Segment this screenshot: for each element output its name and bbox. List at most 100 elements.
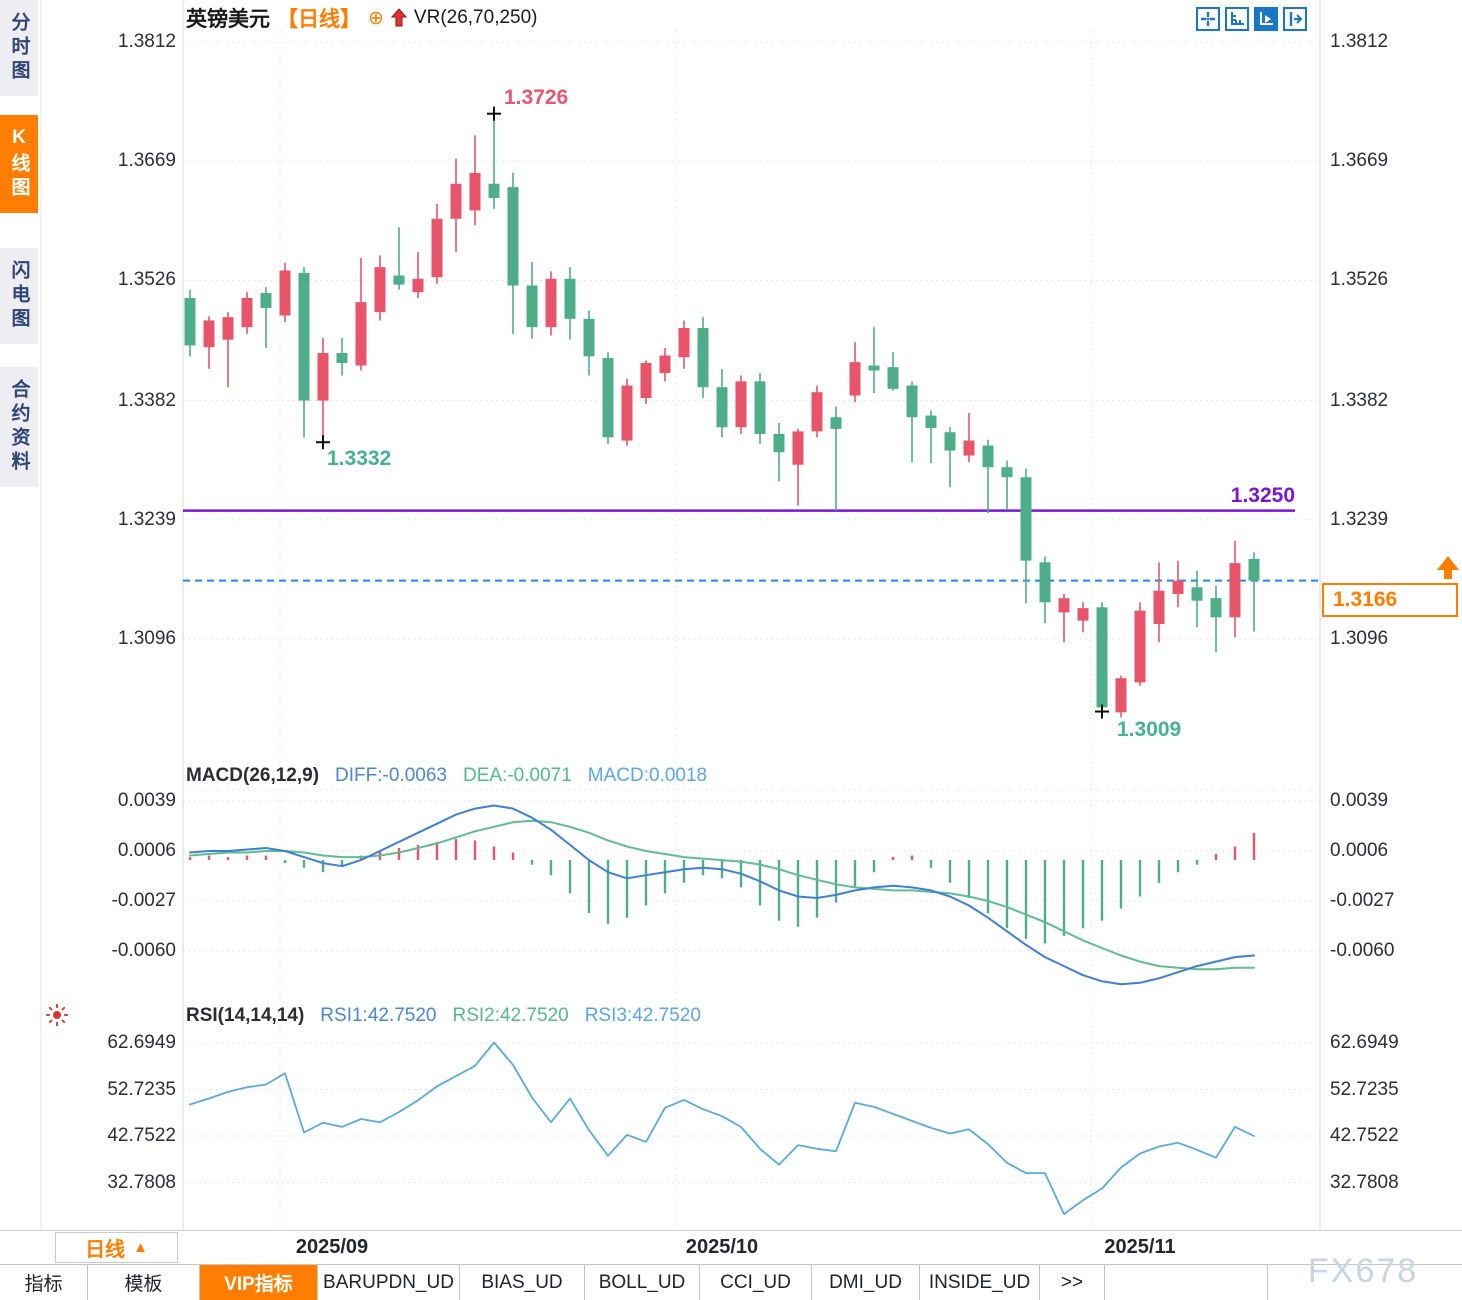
macd-macd-value: MACD:0.0018 [587, 765, 708, 786]
candle-body [944, 432, 956, 451]
price-axis-label: 1.3812 [117, 31, 176, 52]
candle-body [1077, 608, 1089, 621]
price-axis-label: 1.3669 [1330, 150, 1389, 172]
candle-body [640, 363, 652, 399]
candle-body [222, 317, 234, 340]
candle-body [260, 292, 272, 308]
candle-body [1001, 467, 1013, 478]
candle-body [716, 387, 728, 428]
candle-body [659, 355, 671, 374]
candle-body [469, 172, 481, 211]
candle-body [773, 433, 785, 453]
indicator-tab-指标[interactable]: 指标 [0, 1265, 88, 1300]
candle-body [602, 358, 614, 438]
axis-range-icon[interactable] [1225, 7, 1249, 31]
indicator-tab-barupdn-ud[interactable]: BARUPDN_UD [318, 1265, 460, 1300]
indicator-tab-vip指标[interactable]: VIP指标 [200, 1265, 318, 1300]
candle-body [241, 297, 253, 328]
rsi-axis-label: 52.7235 [1330, 1078, 1399, 1100]
candle-body [298, 272, 310, 401]
symbol-name: 英镑美元 [186, 8, 270, 31]
rsi-axis-label: 32.7808 [107, 1171, 176, 1193]
candle-body [621, 385, 633, 441]
candle-body [697, 327, 709, 388]
rsi3-value: RSI3:42.7520 [584, 1005, 701, 1026]
price-axis-label: 1.3526 [117, 269, 176, 291]
candle-body [545, 278, 557, 328]
candle-body [830, 417, 842, 429]
support-line-label: 1.3250 [1230, 484, 1295, 507]
price-axis-label: 1.3096 [117, 628, 176, 649]
candle-body [849, 362, 861, 396]
sidebar-tab-3[interactable]: 闪电图 [0, 248, 38, 344]
candle-body [1096, 607, 1108, 708]
marked-low-nov-label: 1.3009 [1117, 718, 1182, 741]
candle-body [412, 278, 424, 293]
macd-axis-label: 0.0039 [1330, 790, 1389, 811]
rsi-title[interactable]: RSI(14,14,14) [186, 1005, 305, 1026]
candle-body [678, 327, 690, 358]
sidebar-tab-2[interactable]: K线图 [0, 115, 38, 213]
rsi-axis-label: 42.7522 [1330, 1125, 1399, 1146]
date-axis-label: 2025/09 [295, 1236, 369, 1258]
macd-header: MACD(26,12,9) DIFF:-0.0063 DEA:-0.0071 M… [186, 763, 707, 789]
axis-play-icon[interactable] [1254, 7, 1278, 31]
period-tag[interactable]: 【日线】 [277, 8, 361, 31]
candle-body [1210, 598, 1222, 618]
macd-axis-label: 0.0006 [117, 840, 176, 861]
price-axis-label: 1.3239 [117, 508, 176, 530]
candle-body [1248, 558, 1260, 581]
candle-body [887, 367, 899, 389]
triangle-up-icon: ▲ [133, 1239, 148, 1256]
sidebar-tab-1[interactable]: 分时图 [0, 0, 38, 96]
candle-body [279, 270, 291, 316]
crosshair-icon[interactable] [1196, 7, 1220, 31]
macd-axis-label: -0.0060 [111, 939, 176, 961]
macd-axis-label: -0.0060 [1330, 939, 1395, 961]
indicator-tab-bias-ud[interactable]: BIAS_UD [460, 1265, 585, 1300]
chart-toolbar [1196, 7, 1307, 31]
candle-body [1134, 610, 1146, 683]
plus-circle-icon[interactable]: ⊕ [368, 7, 384, 29]
indicator-tab-boll-ud[interactable]: BOLL_UD [585, 1265, 700, 1300]
indicator-tab-dmi-ud[interactable]: DMI_UD [812, 1265, 920, 1300]
rsi-line [189, 1041, 1255, 1215]
macd-axis-label: 0.0039 [117, 790, 176, 811]
rsi2-value: RSI2:42.7520 [452, 1005, 569, 1026]
macd-axis-label: 0.0006 [1330, 840, 1389, 861]
period-label: 日线 [85, 1239, 126, 1261]
candle-body [982, 445, 994, 468]
indicator-settings-icon[interactable] [44, 1002, 70, 1033]
candle-body [963, 440, 975, 456]
candle-body [1229, 563, 1241, 618]
candle-body [431, 218, 443, 278]
candle-body [811, 392, 823, 432]
current-price-tag[interactable]: 1.3166 [1322, 583, 1458, 617]
rsi-axis-label: 32.7808 [1330, 1171, 1399, 1193]
indicator-tab--[interactable]: >> [1040, 1265, 1105, 1300]
candle-body [583, 318, 595, 357]
candle-body [526, 285, 538, 328]
period-select-button[interactable]: 日线 ▲ [55, 1232, 178, 1263]
rsi-axis-label: 52.7235 [107, 1078, 176, 1100]
candle-body [393, 275, 405, 285]
date-axis-label: 2025/10 [685, 1236, 759, 1258]
overlay-indicator-label[interactable]: VR(26,70,250) [413, 7, 538, 28]
candle-body [792, 431, 804, 465]
indicator-tab-模板[interactable]: 模板 [88, 1265, 200, 1300]
date-axis-label: 2025/11 [1104, 1236, 1176, 1258]
indicator-tab-cci-ud[interactable]: CCI_UD [700, 1265, 812, 1300]
macd-dea-value: DEA:-0.0071 [462, 765, 572, 786]
price-axis-label: 1.3096 [1330, 628, 1389, 649]
export-icon[interactable] [1283, 7, 1307, 31]
rsi-axis-label: 62.6949 [107, 1032, 176, 1053]
candle-body [355, 302, 367, 366]
sidebar-tab-4[interactable]: 合约资料 [0, 367, 38, 487]
rsi1-value: RSI1:42.7520 [320, 1005, 437, 1026]
macd-title[interactable]: MACD(26,12,9) [186, 765, 320, 786]
indicator-tab-inside-ud[interactable]: INSIDE_UD [920, 1265, 1040, 1300]
price-axis-label: 1.3239 [1330, 508, 1389, 530]
chart-title-row: 英镑美元 【日线】 ⊕ VR(26,70,250) [186, 4, 538, 32]
candle-body [1191, 587, 1203, 601]
